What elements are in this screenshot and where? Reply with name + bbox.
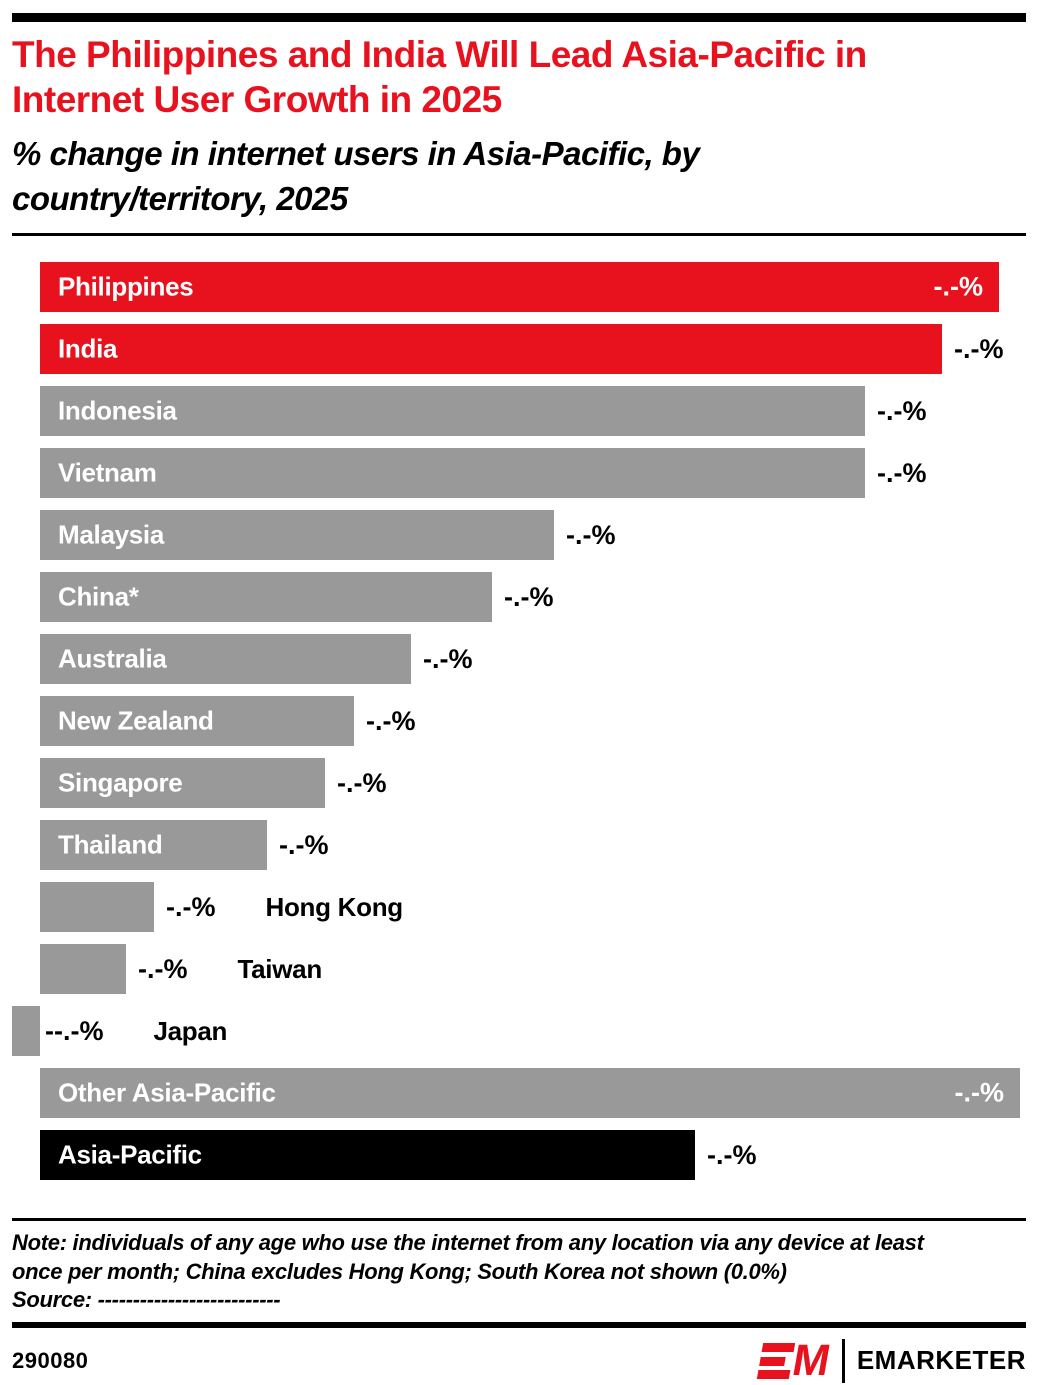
bar-chart: Philippines -.-% India -.-% Indonesia -.-% Vie… (12, 262, 1026, 1181)
bar-row: China* -.-% (12, 572, 1026, 623)
bar-row: -.-% Taiwan (12, 944, 1026, 995)
footer: 290080 M EMARKETER (12, 1335, 1026, 1385)
bar-label: Taiwan (237, 953, 323, 984)
footnote: Note: individuals of any age who use the… (12, 1229, 1026, 1313)
bar-row: Singapore -.-% (12, 758, 1026, 809)
bar-label: India (58, 333, 118, 364)
bar-row: India -.-% (12, 324, 1026, 375)
bar-value: -.-% (337, 767, 387, 798)
bar-label: Hong Kong (265, 891, 404, 922)
chart-id: 290080 (12, 1347, 89, 1373)
bar-row: Indonesia -.-% (12, 386, 1026, 437)
bar-row: Malaysia -.-% (12, 510, 1026, 561)
chart-subtitle-line2: country/territory, 2025 (12, 179, 348, 217)
bar-label: China* (58, 581, 139, 612)
bar-row: Australia -.-% (12, 634, 1026, 685)
bar: Australia (40, 634, 411, 685)
bar (40, 882, 154, 933)
bar-row: Vietnam -.-% (12, 448, 1026, 499)
bar: Vietnam (40, 448, 865, 499)
bar-value: -.-% (954, 1077, 1005, 1108)
bar-label: Singapore (58, 767, 183, 798)
bar-row: Other Asia-Pacific -.-% (12, 1068, 1026, 1119)
bar: Philippines -.-% (40, 262, 999, 313)
bar-value: -.-% (954, 333, 1004, 364)
emarketer-logo: M EMARKETER (756, 1335, 1026, 1385)
bar-row: --.-% Japan (12, 1006, 1026, 1057)
bar: New Zealand (40, 696, 354, 747)
emarketer-logo-mark-icon: M (756, 1335, 833, 1385)
bar-row: Asia-Pacific -.-% (12, 1130, 1026, 1181)
bar-value: -.-% (566, 519, 616, 550)
bar-value: -.-% (877, 395, 927, 426)
logo-m-icon: M (788, 1335, 833, 1385)
logo-divider (841, 1338, 845, 1383)
chart-subtitle-line1: % change in internet users in Asia-Pacif… (12, 135, 700, 173)
page-title-line2: Internet User Growth in 2025 (12, 79, 502, 121)
bar: India (40, 324, 942, 375)
bar-row: New Zealand -.-% (12, 696, 1026, 747)
brand-text: EMARKETER (856, 1345, 1026, 1376)
page-title: The Philippines and India Will Lead Asia… (12, 32, 1026, 122)
bar-label: Indonesia (58, 395, 177, 426)
bar: Singapore (40, 758, 325, 809)
top-rule (12, 13, 1026, 22)
bar-value: --.-% (45, 1015, 104, 1046)
bar-value: -.-% (279, 829, 329, 860)
bar: Other Asia-Pacific -.-% (40, 1068, 1020, 1119)
bar-label: Australia (58, 643, 167, 674)
bar: Asia-Pacific (40, 1130, 695, 1181)
source-line: Source: -------------------------- (12, 1286, 281, 1312)
bar-label: Japan (153, 1015, 228, 1046)
bar-value: -.-% (166, 891, 216, 922)
bar-label: Vietnam (58, 457, 157, 488)
footnote-line2: once per month; China excludes Hong Kong… (12, 1258, 787, 1284)
bar-value: -.-% (504, 581, 554, 612)
logo-e-icon (756, 1342, 796, 1379)
chart-subtitle: % change in internet users in Asia-Pacif… (12, 132, 1026, 221)
bar: Thailand (40, 820, 267, 871)
bar-value: -.-% (707, 1139, 757, 1170)
bar-label: Other Asia-Pacific (58, 1077, 276, 1108)
bar-value: -.-% (933, 271, 984, 302)
footnote-line1: Note: individuals of any age who use the… (12, 1230, 924, 1256)
bar: Indonesia (40, 386, 865, 437)
bar (40, 944, 126, 995)
bar-value: -.-% (423, 643, 473, 674)
bar-value: -.-% (877, 457, 927, 488)
bar-value: -.-% (366, 705, 416, 736)
bar-label: Thailand (58, 829, 163, 860)
bar (12, 1006, 40, 1057)
footer-rule (12, 1321, 1026, 1328)
page-title-line1: The Philippines and India Will Lead Asia… (12, 34, 867, 75)
bar-row: -.-% Hong Kong (12, 882, 1026, 933)
bar: Malaysia (40, 510, 554, 561)
bar-label: Malaysia (58, 519, 165, 550)
bar-row: Philippines -.-% (12, 262, 1026, 313)
header-rule (12, 233, 1026, 237)
bar-value: -.-% (138, 953, 188, 984)
prenote-rule (12, 1218, 1026, 1222)
bar-label: Philippines (58, 271, 194, 302)
bar-label: Asia-Pacific (58, 1139, 202, 1170)
bar-label: New Zealand (58, 705, 214, 736)
bar: China* (40, 572, 492, 623)
bar-row: Thailand -.-% (12, 820, 1026, 871)
